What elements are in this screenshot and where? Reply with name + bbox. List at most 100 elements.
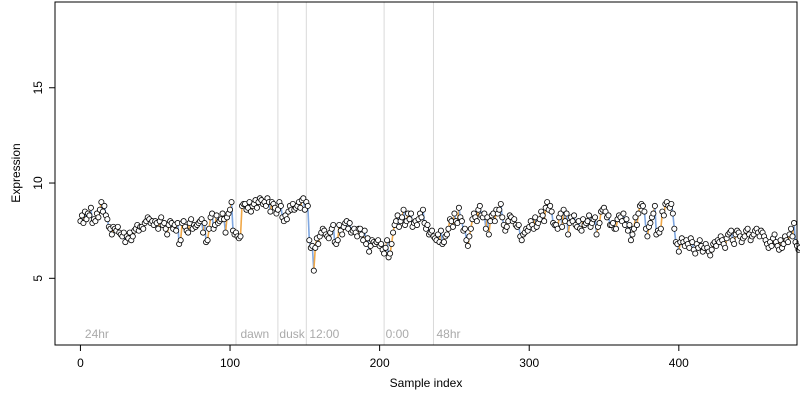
data-point	[173, 227, 180, 234]
data-point	[605, 212, 612, 219]
data-point	[185, 229, 192, 236]
data-point	[180, 218, 187, 225]
data-point	[660, 212, 667, 219]
data-point	[253, 204, 260, 211]
data-point	[449, 223, 456, 230]
series-segment	[307, 205, 311, 241]
data-point	[707, 252, 714, 259]
data-point	[455, 204, 462, 211]
data-point	[728, 227, 735, 234]
data-point	[560, 206, 567, 213]
data-point	[571, 212, 578, 219]
data-point	[578, 227, 585, 234]
data-point	[428, 227, 435, 234]
data-point	[596, 220, 603, 227]
x-axis-label: Sample index	[390, 376, 463, 390]
data-point	[633, 221, 640, 228]
data-point	[464, 242, 471, 249]
data-point	[375, 237, 382, 244]
data-point	[247, 208, 254, 215]
data-point	[620, 210, 627, 217]
data-point	[503, 223, 510, 230]
data-point	[228, 199, 235, 206]
data-point	[339, 231, 346, 238]
data-point	[129, 233, 136, 240]
data-point	[541, 218, 548, 225]
data-point	[515, 221, 522, 228]
data-point	[671, 225, 678, 232]
y-axis-label: Expression	[9, 143, 23, 202]
data-point	[602, 208, 609, 215]
data-point	[668, 200, 675, 207]
data-point	[80, 220, 87, 227]
data-point	[108, 231, 115, 238]
data-point	[569, 218, 576, 225]
data-point	[99, 208, 106, 215]
data-point	[557, 210, 564, 217]
data-point	[777, 237, 784, 244]
data-point	[547, 202, 554, 209]
data-point	[104, 216, 111, 223]
data-point	[692, 250, 699, 257]
data-point	[791, 220, 798, 227]
data-point	[539, 212, 546, 219]
data-point	[511, 216, 518, 223]
data-point	[467, 225, 474, 232]
data-point	[639, 202, 646, 209]
data-point	[325, 235, 332, 242]
data-point	[592, 214, 599, 221]
data-point	[188, 216, 195, 223]
data-point	[204, 237, 211, 244]
data-point	[283, 216, 290, 223]
data-point	[593, 231, 600, 238]
data-point	[463, 237, 470, 244]
series-segment	[230, 202, 234, 231]
y-tick-label: 10	[31, 176, 45, 190]
data-point	[641, 208, 648, 215]
data-point	[744, 225, 751, 232]
data-point	[300, 195, 307, 202]
x-tick-label: 400	[669, 356, 689, 370]
data-point	[451, 210, 458, 217]
data-point	[277, 202, 284, 209]
data-point	[559, 223, 566, 230]
data-point	[586, 212, 593, 219]
data-point	[98, 199, 105, 206]
data-point	[301, 206, 308, 213]
data-point	[304, 202, 311, 209]
data-point	[158, 214, 165, 221]
data-point	[227, 206, 234, 213]
x-tick-label: 0	[77, 356, 84, 370]
data-point	[548, 208, 555, 215]
data-point	[267, 208, 274, 215]
phase-label-2: 12:00	[309, 327, 339, 341]
data-point	[86, 212, 93, 219]
phase-label-1: dusk	[279, 327, 305, 341]
data-point	[771, 231, 778, 238]
data-point	[657, 225, 664, 232]
data-point	[414, 221, 421, 228]
data-point	[334, 237, 341, 244]
data-point	[346, 220, 353, 227]
data-point	[114, 223, 121, 230]
data-point	[644, 233, 651, 240]
data-point	[95, 214, 102, 221]
data-point	[461, 225, 468, 232]
data-point	[565, 231, 572, 238]
data-point	[201, 220, 208, 227]
data-point	[388, 241, 395, 248]
data-point	[92, 218, 99, 225]
x-tick-label: 100	[220, 356, 240, 370]
data-point	[627, 237, 634, 244]
data-point	[612, 225, 619, 232]
data-point	[378, 241, 385, 248]
data-point	[675, 248, 682, 255]
data-point	[213, 212, 220, 219]
data-point	[473, 218, 480, 225]
data-point	[626, 221, 633, 228]
y-axis: 5 10 15	[31, 81, 55, 282]
data-point	[647, 220, 654, 227]
data-point	[306, 237, 313, 244]
data-point	[418, 214, 425, 221]
data-point	[496, 206, 503, 213]
